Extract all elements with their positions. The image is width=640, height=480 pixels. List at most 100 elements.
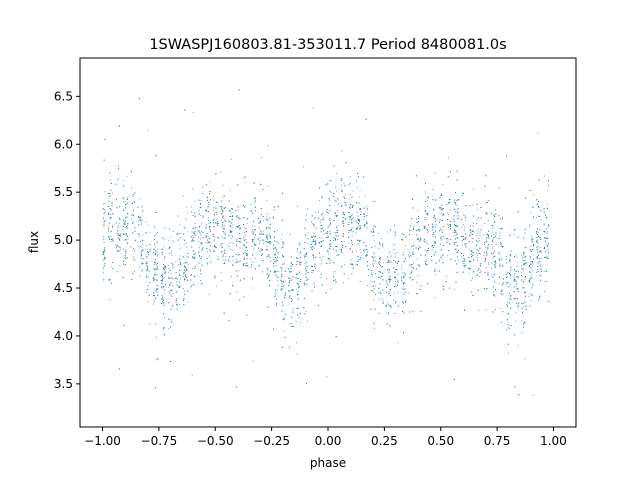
data-point — [509, 297, 510, 299]
data-point — [252, 212, 254, 214]
data-point — [337, 231, 339, 233]
data-point — [164, 265, 166, 267]
data-point — [342, 212, 344, 213]
data-point — [156, 268, 157, 270]
data-point — [276, 229, 278, 231]
data-point — [239, 233, 241, 235]
data-point — [358, 240, 360, 241]
data-point — [395, 302, 397, 304]
data-point — [255, 244, 257, 246]
data-point — [326, 277, 327, 279]
data-point — [110, 209, 112, 211]
data-point — [412, 267, 413, 268]
data-point — [237, 206, 239, 208]
data-point — [282, 244, 284, 246]
data-point — [488, 234, 489, 236]
data-point — [161, 303, 162, 305]
data-point — [117, 237, 119, 239]
data-point — [351, 263, 353, 265]
data-point — [343, 236, 344, 237]
data-point — [431, 249, 433, 251]
data-point — [343, 214, 345, 216]
data-point — [532, 238, 534, 240]
data-point — [170, 273, 172, 275]
data-point — [367, 208, 368, 210]
data-point — [216, 219, 218, 221]
data-point — [288, 268, 289, 270]
data-point — [110, 241, 112, 242]
data-point — [291, 265, 293, 267]
data-point — [109, 238, 111, 240]
data-point — [455, 211, 456, 213]
data-point — [187, 256, 189, 258]
data-point — [349, 194, 351, 195]
data-point — [288, 290, 290, 292]
data-point — [155, 264, 157, 266]
data-point — [547, 231, 548, 233]
data-point — [215, 211, 217, 213]
data-point — [499, 254, 501, 255]
data-point — [397, 261, 399, 263]
data-point — [162, 280, 163, 282]
data-point — [103, 223, 105, 225]
data-point — [500, 218, 501, 220]
data-point — [314, 244, 316, 246]
data-point — [480, 207, 482, 208]
data-point — [378, 271, 380, 272]
data-point — [478, 237, 480, 239]
data-point — [455, 242, 457, 243]
data-point — [231, 235, 233, 237]
data-point — [296, 260, 298, 262]
data-point — [536, 233, 538, 234]
data-point — [261, 254, 262, 256]
data-point — [356, 186, 358, 188]
data-point — [455, 281, 457, 283]
data-point — [208, 241, 209, 243]
data-point — [125, 220, 126, 222]
data-point — [494, 264, 496, 265]
data-point — [291, 289, 293, 291]
data-point — [283, 330, 285, 332]
data-point — [449, 229, 451, 230]
data-point — [214, 250, 215, 252]
data-point — [420, 311, 422, 312]
data-point — [396, 263, 398, 264]
data-point — [277, 260, 278, 262]
data-point — [396, 285, 398, 287]
data-point — [179, 255, 181, 257]
data-point — [363, 257, 364, 259]
data-point — [253, 247, 255, 249]
data-point — [208, 204, 210, 206]
data-point — [255, 268, 256, 270]
data-point — [491, 275, 492, 277]
data-point — [416, 222, 418, 223]
data-point — [296, 256, 297, 258]
data-point — [108, 200, 110, 202]
data-point — [280, 289, 282, 291]
data-point — [163, 327, 165, 329]
data-point — [206, 210, 208, 212]
data-point — [183, 243, 185, 245]
data-point — [175, 276, 177, 278]
data-point — [479, 253, 481, 255]
data-point — [547, 189, 549, 191]
data-point — [299, 243, 301, 245]
data-point — [304, 234, 306, 236]
data-point — [468, 205, 470, 206]
data-point — [192, 256, 193, 258]
data-point — [539, 215, 541, 217]
data-point — [208, 220, 209, 221]
data-point — [388, 271, 390, 273]
data-point — [261, 213, 262, 215]
data-point — [126, 197, 128, 199]
data-point — [228, 200, 230, 202]
data-point — [327, 213, 329, 215]
data-point — [213, 218, 215, 220]
data-point — [299, 261, 301, 263]
data-point — [108, 227, 110, 229]
data-point — [207, 217, 209, 219]
data-point — [458, 207, 459, 209]
data-point — [349, 183, 351, 184]
data-point — [387, 262, 388, 263]
data-point — [232, 224, 234, 226]
